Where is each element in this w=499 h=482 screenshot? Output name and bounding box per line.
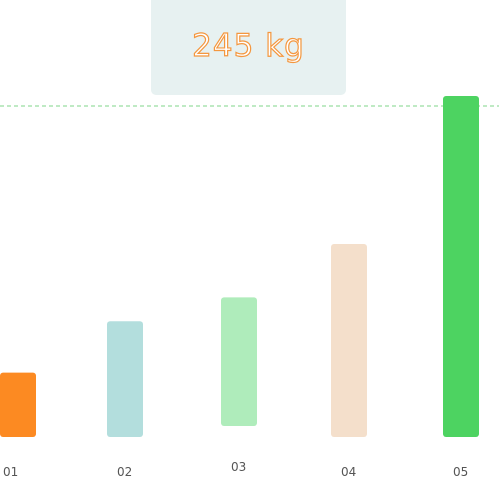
- x-tick-label-02: 02: [117, 465, 132, 479]
- x-tick-label-01: 01: [3, 465, 18, 479]
- bar-01[interactable]: [0, 372, 36, 437]
- x-tick-label-03: 03: [231, 460, 246, 474]
- value-callout: 245 kg: [151, 0, 346, 95]
- value-callout-text: 245 kg: [192, 27, 305, 64]
- bar-03[interactable]: [221, 297, 257, 426]
- bar-02[interactable]: [107, 321, 143, 437]
- x-tick-label-04: 04: [341, 465, 356, 479]
- bar-05[interactable]: [443, 96, 479, 437]
- bar-04[interactable]: [331, 243, 367, 437]
- x-tick-label-05: 05: [453, 465, 468, 479]
